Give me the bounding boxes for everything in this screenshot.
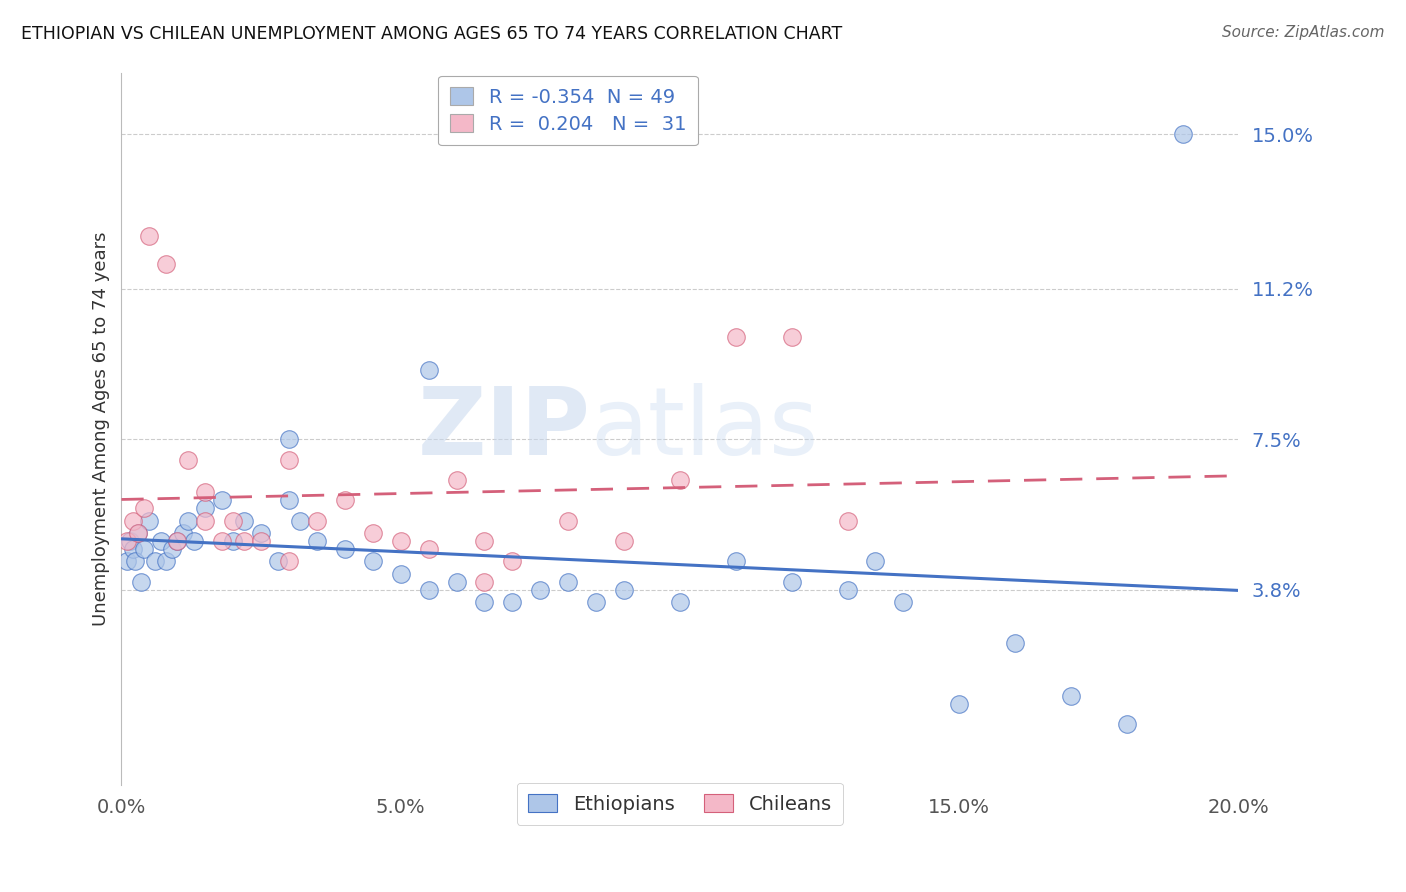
Point (233, 514, 256, 528)
Point (474, 595, 496, 609)
Point (222, 533, 245, 548)
Point (172, 525, 194, 540)
Point (724, 554, 747, 568)
Point (138, 228, 160, 243)
Y-axis label: Unemployment Among Ages 65 to 74 years: Unemployment Among Ages 65 to 74 years (93, 232, 110, 626)
Point (183, 533, 205, 548)
Point (194, 485, 217, 500)
Point (446, 574, 468, 589)
Point (893, 595, 915, 609)
Point (177, 514, 200, 528)
Point (557, 514, 579, 528)
Point (361, 525, 384, 540)
Point (780, 330, 803, 344)
Point (418, 363, 440, 377)
Text: Source: ZipAtlas.com: Source: ZipAtlas.com (1222, 25, 1385, 40)
Point (115, 533, 138, 548)
Point (132, 501, 155, 516)
Point (389, 566, 412, 581)
Point (278, 432, 301, 446)
Point (278, 554, 301, 568)
Point (1060, 689, 1083, 703)
Point (222, 514, 245, 528)
Point (333, 542, 356, 557)
Text: atlas: atlas (591, 383, 818, 475)
Point (278, 493, 301, 508)
Point (166, 533, 188, 548)
Point (155, 554, 177, 568)
Point (613, 582, 636, 597)
Point (837, 582, 859, 597)
Point (211, 533, 233, 548)
Point (389, 533, 412, 548)
Point (305, 514, 328, 528)
Point (288, 514, 311, 528)
Text: ZIP: ZIP (418, 383, 591, 475)
Point (124, 554, 146, 568)
Point (149, 533, 172, 548)
Point (865, 554, 887, 568)
Point (132, 542, 155, 557)
Point (948, 697, 970, 711)
Point (129, 574, 152, 589)
Point (166, 533, 188, 548)
Point (446, 473, 468, 487)
Point (194, 501, 217, 516)
Point (143, 554, 166, 568)
Point (501, 554, 523, 568)
Point (115, 554, 138, 568)
Point (118, 533, 141, 548)
Point (127, 525, 149, 540)
Point (211, 493, 233, 508)
Point (233, 533, 256, 548)
Point (1004, 636, 1026, 650)
Point (333, 493, 356, 508)
Point (121, 514, 143, 528)
Point (837, 514, 859, 528)
Point (501, 595, 523, 609)
Point (160, 542, 183, 557)
Point (305, 533, 328, 548)
Text: ETHIOPIAN VS CHILEAN UNEMPLOYMENT AMONG AGES 65 TO 74 YEARS CORRELATION CHART: ETHIOPIAN VS CHILEAN UNEMPLOYMENT AMONG … (21, 25, 842, 43)
Point (585, 595, 607, 609)
Point (278, 452, 301, 467)
Point (250, 533, 273, 548)
Point (1115, 717, 1137, 731)
Point (613, 533, 636, 548)
Point (194, 514, 217, 528)
Point (138, 514, 160, 528)
Point (121, 542, 143, 557)
Point (177, 452, 200, 467)
Point (361, 554, 384, 568)
Point (474, 574, 496, 589)
Point (557, 574, 579, 589)
Point (155, 257, 177, 271)
Point (669, 595, 692, 609)
Point (267, 554, 290, 568)
Point (474, 533, 496, 548)
Point (529, 582, 551, 597)
Point (418, 582, 440, 597)
Point (1171, 127, 1194, 141)
Point (780, 574, 803, 589)
Point (669, 473, 692, 487)
Legend: Ethiopians, Chileans: Ethiopians, Chileans (516, 782, 844, 825)
Point (127, 525, 149, 540)
Point (250, 525, 273, 540)
Point (418, 542, 440, 557)
Point (724, 330, 747, 344)
